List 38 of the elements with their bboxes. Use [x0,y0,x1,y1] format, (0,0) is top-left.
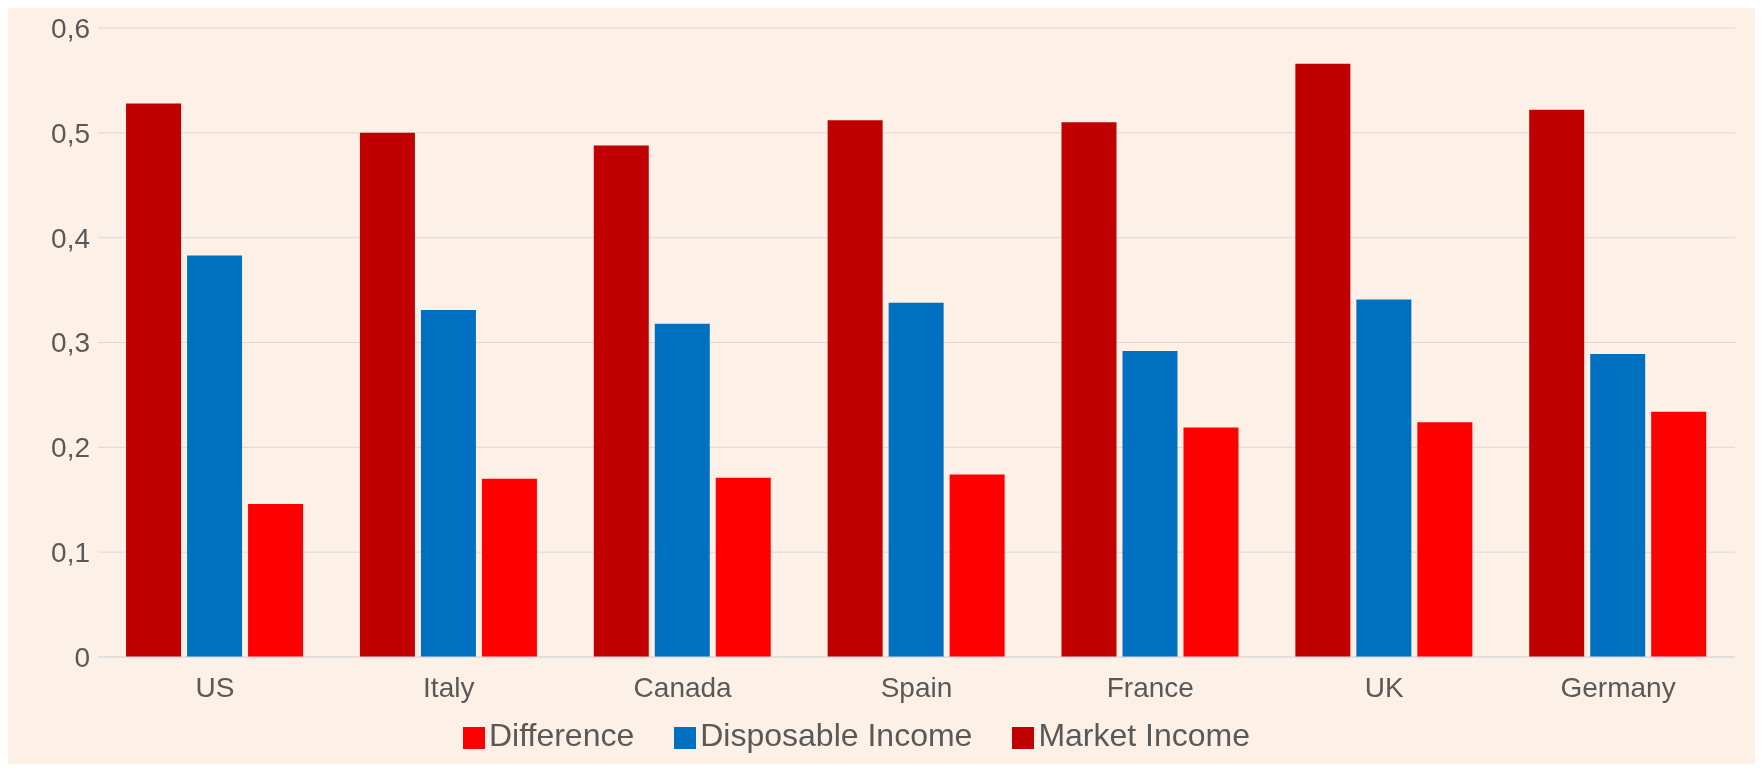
bar [1122,350,1178,657]
legend-label: Market Income [1038,717,1251,753]
bar [248,503,304,657]
x-tick-label: US [195,671,235,703]
bar [126,103,182,657]
x-tick-label: Spain [880,671,953,703]
bar [1295,63,1351,657]
y-tick-label: 0,2 [51,432,90,464]
bar [1590,354,1646,657]
bar [827,120,883,657]
x-tick-label: UK [1364,671,1404,703]
y-tick-label: 0,5 [51,117,90,149]
bar [481,478,537,657]
y-tick-label: 0,6 [51,12,90,44]
y-tick-label: 0,4 [51,222,90,254]
x-tick-label: Canada [633,671,733,703]
y-tick-label: 0 [74,641,90,673]
bar [1061,122,1117,657]
y-tick-label: 0,1 [51,537,90,569]
bar [420,310,476,657]
bar [593,145,649,657]
bar [1529,109,1585,657]
x-tick-label: Germany [1560,671,1676,703]
legend-label: Disposable Income [700,717,973,753]
bar [1183,427,1239,657]
bar [949,474,1005,657]
bar [1651,411,1707,657]
x-tick-label: Italy [423,671,475,703]
bar [1356,299,1412,657]
bar [888,302,944,657]
bar [359,132,415,657]
bar [1417,422,1473,657]
legend-label: Difference [488,717,635,753]
y-tick-label: 0,3 [51,327,90,359]
x-tick-label: France [1106,671,1194,703]
bar [715,477,771,657]
bar [187,255,243,657]
bar [654,323,710,657]
